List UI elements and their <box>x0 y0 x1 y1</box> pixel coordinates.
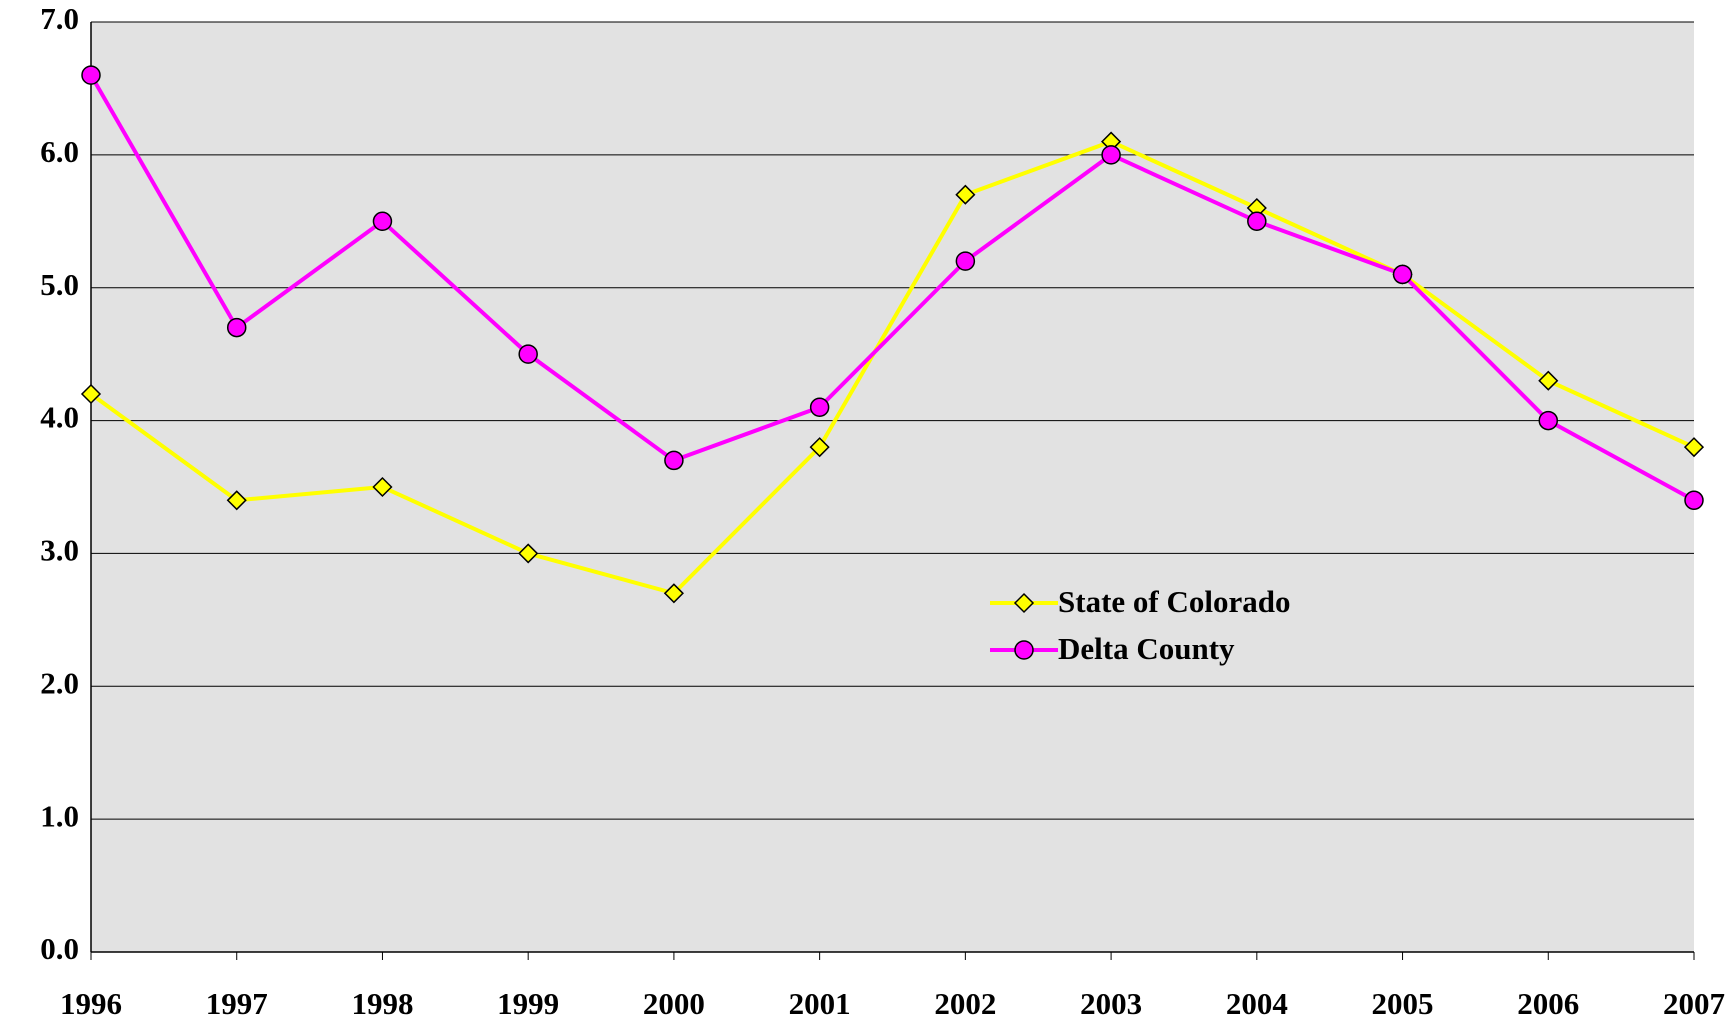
y-tick-label: 4.0 <box>40 400 79 435</box>
y-tick-label: 1.0 <box>40 798 79 833</box>
x-tick-label: 2002 <box>934 986 996 1021</box>
x-tick-label: 2000 <box>643 986 705 1021</box>
y-tick-label: 7.0 <box>40 1 79 36</box>
y-tick-label: 6.0 <box>40 134 79 169</box>
plot-area <box>91 22 1694 952</box>
data-point <box>1101 145 1121 165</box>
x-tick-label: 2005 <box>1372 986 1434 1021</box>
x-tick-label: 1997 <box>206 986 268 1021</box>
data-point <box>226 490 247 511</box>
data-point <box>1247 211 1267 232</box>
series-line <box>89 74 1695 503</box>
y-tick-label: 5.0 <box>40 267 79 302</box>
x-tick-label: 2001 <box>789 986 851 1021</box>
data-point <box>372 476 393 498</box>
data-point <box>809 397 830 418</box>
legend-label: Delta County <box>1058 631 1235 666</box>
data-point <box>1684 490 1704 511</box>
x-tick-label: 2006 <box>1517 986 1579 1021</box>
data-point <box>955 184 976 205</box>
y-tick-label: 2.0 <box>40 665 79 700</box>
x-tick-label: 1998 <box>351 986 413 1021</box>
data-point <box>372 211 393 232</box>
data-point <box>1538 370 1559 391</box>
data-point <box>1392 264 1413 285</box>
legend-label: State of Colorado <box>1058 584 1290 619</box>
x-tick-label: 1999 <box>497 986 559 1021</box>
x-tick-label: 2003 <box>1080 986 1142 1021</box>
data-point <box>226 317 247 338</box>
data-point <box>663 583 684 604</box>
legend-marker <box>1013 592 1035 614</box>
y-tick-label: 3.0 <box>40 533 79 568</box>
x-tick-label: 2007 <box>1663 986 1725 1021</box>
data-point <box>664 450 684 471</box>
data-point <box>1683 437 1705 458</box>
data-point <box>1538 410 1559 431</box>
x-tick-label: 2004 <box>1226 986 1288 1021</box>
data-point <box>80 383 102 405</box>
data-point <box>518 543 539 564</box>
data-point <box>809 437 830 458</box>
x-tick-label: 1996 <box>60 986 122 1021</box>
legend-marker <box>1014 640 1034 660</box>
data-point <box>955 251 976 271</box>
series-line <box>89 139 1695 596</box>
data-point <box>518 344 538 364</box>
data-point <box>81 65 101 85</box>
y-tick-label: 0.0 <box>40 931 79 966</box>
